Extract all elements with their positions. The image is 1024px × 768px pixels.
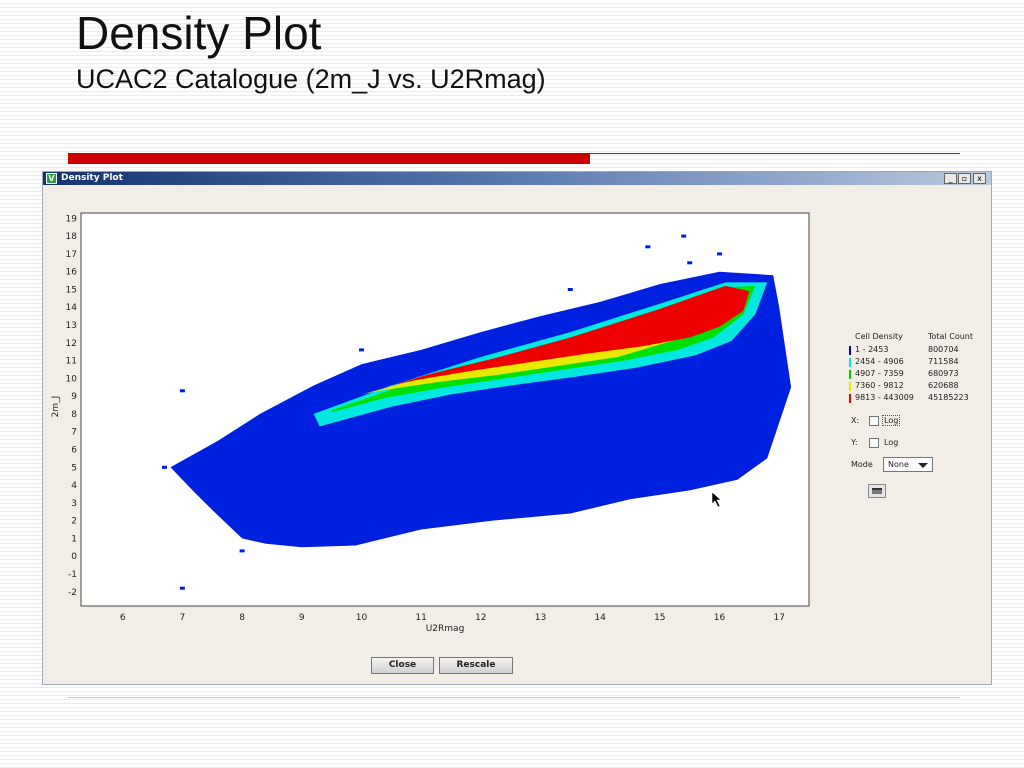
legend-swatch [849, 382, 851, 391]
y-tick-label: 8 [71, 410, 77, 420]
y-tick-label: 11 [66, 357, 77, 367]
red-accent-line [590, 153, 960, 154]
legend-row: 7360 - 9812 620688 [845, 381, 985, 392]
legend-range: 7360 - 9812 [855, 381, 904, 390]
y-tick-label: 16 [66, 268, 78, 278]
y-tick-label: 5 [71, 463, 77, 473]
y-tick-label: 13 [66, 321, 77, 331]
x-axis-label-control: X: [851, 416, 860, 425]
close-window-button[interactable]: x [973, 173, 986, 184]
printer-icon [872, 488, 882, 494]
x-tick-label: 17 [773, 613, 784, 623]
y-tick-label: 12 [66, 339, 77, 349]
outlier-cell [687, 261, 693, 265]
y-tick-label: 18 [66, 232, 78, 242]
y-tick-label: 14 [66, 303, 78, 313]
y-axis-label: 2m_J [51, 396, 61, 418]
y-tick-label: -2 [68, 588, 77, 598]
y-log-label[interactable]: Log [884, 438, 899, 447]
mouse-cursor-icon [711, 491, 722, 508]
legend-count: 680973 [928, 369, 959, 378]
x-tick-label: 12 [475, 613, 486, 623]
slide-title: Density Plot [76, 7, 322, 59]
mode-label: Mode [851, 460, 873, 469]
legend-count: 45185223 [928, 393, 969, 402]
y-tick-label: 7 [71, 428, 77, 438]
legend-range: 4907 - 7359 [855, 369, 904, 378]
legend-row: 1 - 2453 800704 [845, 345, 985, 356]
outlier-cell [645, 245, 651, 249]
y-tick-label: 3 [71, 499, 77, 509]
x-tick-label: 6 [120, 613, 126, 623]
outlier-cell [359, 348, 364, 352]
x-tick-label: 10 [356, 613, 368, 623]
outlier-cell [717, 252, 722, 256]
chevron-down-icon [918, 463, 928, 468]
outlier-cell [162, 465, 167, 469]
density-plot-window: V Density Plot _ ▫ x 6 7 8 9 10 11 12 13 14 15 16 1… [42, 171, 992, 685]
legend-range: 9813 - 443009 [855, 393, 914, 402]
x-tick-label: 14 [594, 613, 606, 623]
outlier-cell [567, 288, 573, 291]
density-region-bin5 [391, 285, 750, 386]
minimize-button[interactable]: _ [944, 173, 957, 184]
print-button[interactable] [868, 484, 886, 498]
legend-swatch [849, 358, 851, 367]
y-tick-label: 0 [71, 552, 77, 562]
mode-select[interactable]: None [883, 457, 933, 472]
slide-subtitle: UCAC2 Catalogue (2m_J vs. U2Rmag) [76, 64, 546, 94]
outlier-cell [239, 549, 245, 553]
outlier-cell [681, 234, 687, 238]
y-log-checkbox[interactable] [869, 438, 879, 448]
x-tick-label: 7 [180, 613, 186, 623]
mode-select-value: None [888, 460, 909, 469]
legend-swatch [849, 394, 851, 403]
x-tick-label: 11 [415, 613, 426, 623]
x-log-label[interactable]: Log [881, 415, 901, 426]
x-tick-label: 13 [535, 613, 546, 623]
y-tick-label: 1 [71, 534, 77, 544]
y-tick-label: 6 [71, 446, 77, 456]
bottom-divider [68, 697, 960, 698]
legend-count: 711584 [928, 357, 959, 366]
y-tick-label: 9 [71, 392, 77, 402]
restore-button[interactable]: ▫ [958, 173, 971, 184]
outlier-cell [179, 586, 185, 590]
rescale-button[interactable]: Rescale [439, 657, 513, 674]
y-tick-label: -1 [68, 570, 77, 580]
legend-header-total-count: Total Count [928, 332, 973, 341]
x-tick-label: 8 [239, 613, 245, 623]
y-tick-label: 15 [66, 286, 77, 296]
y-tick-label: 10 [66, 374, 78, 384]
legend-header-cell-density: Cell Density [855, 332, 903, 341]
density-plot-chart: 6 7 8 9 10 11 12 13 14 15 16 1719181716151413121110… [51, 212, 810, 634]
x-tick-label: 15 [654, 613, 665, 623]
legend-count: 620688 [928, 381, 959, 390]
x-log-checkbox[interactable] [869, 416, 879, 426]
legend-swatch [849, 346, 851, 355]
legend-range: 1 - 2453 [855, 345, 889, 354]
y-tick-label: 2 [71, 517, 77, 527]
outlier-cell [179, 389, 185, 393]
y-tick-label: 4 [71, 481, 77, 491]
legend-swatch [849, 370, 851, 379]
legend-range: 2454 - 4906 [855, 357, 904, 366]
x-tick-label: 16 [714, 613, 726, 623]
legend-row: 9813 - 443009 45185223 [845, 393, 985, 404]
x-axis-label: U2Rmag [426, 624, 465, 634]
window-titlebar[interactable]: V Density Plot _ ▫ x [43, 172, 991, 185]
y-axis-label-control: Y: [851, 438, 858, 447]
y-tick-label: 17 [66, 250, 77, 260]
legend-row: 4907 - 7359 680973 [845, 369, 985, 380]
outlier-cell [311, 499, 317, 503]
outlier-cell [382, 359, 388, 363]
legend-count: 800704 [928, 345, 959, 354]
app-icon: V [46, 173, 57, 184]
x-tick-label: 9 [299, 613, 305, 623]
close-button[interactable]: Close [371, 657, 434, 674]
red-accent-bar [68, 153, 590, 164]
y-tick-label: 19 [66, 214, 78, 224]
window-title: Density Plot [61, 173, 123, 183]
legend-row: 2454 - 4906 711584 [845, 357, 985, 368]
